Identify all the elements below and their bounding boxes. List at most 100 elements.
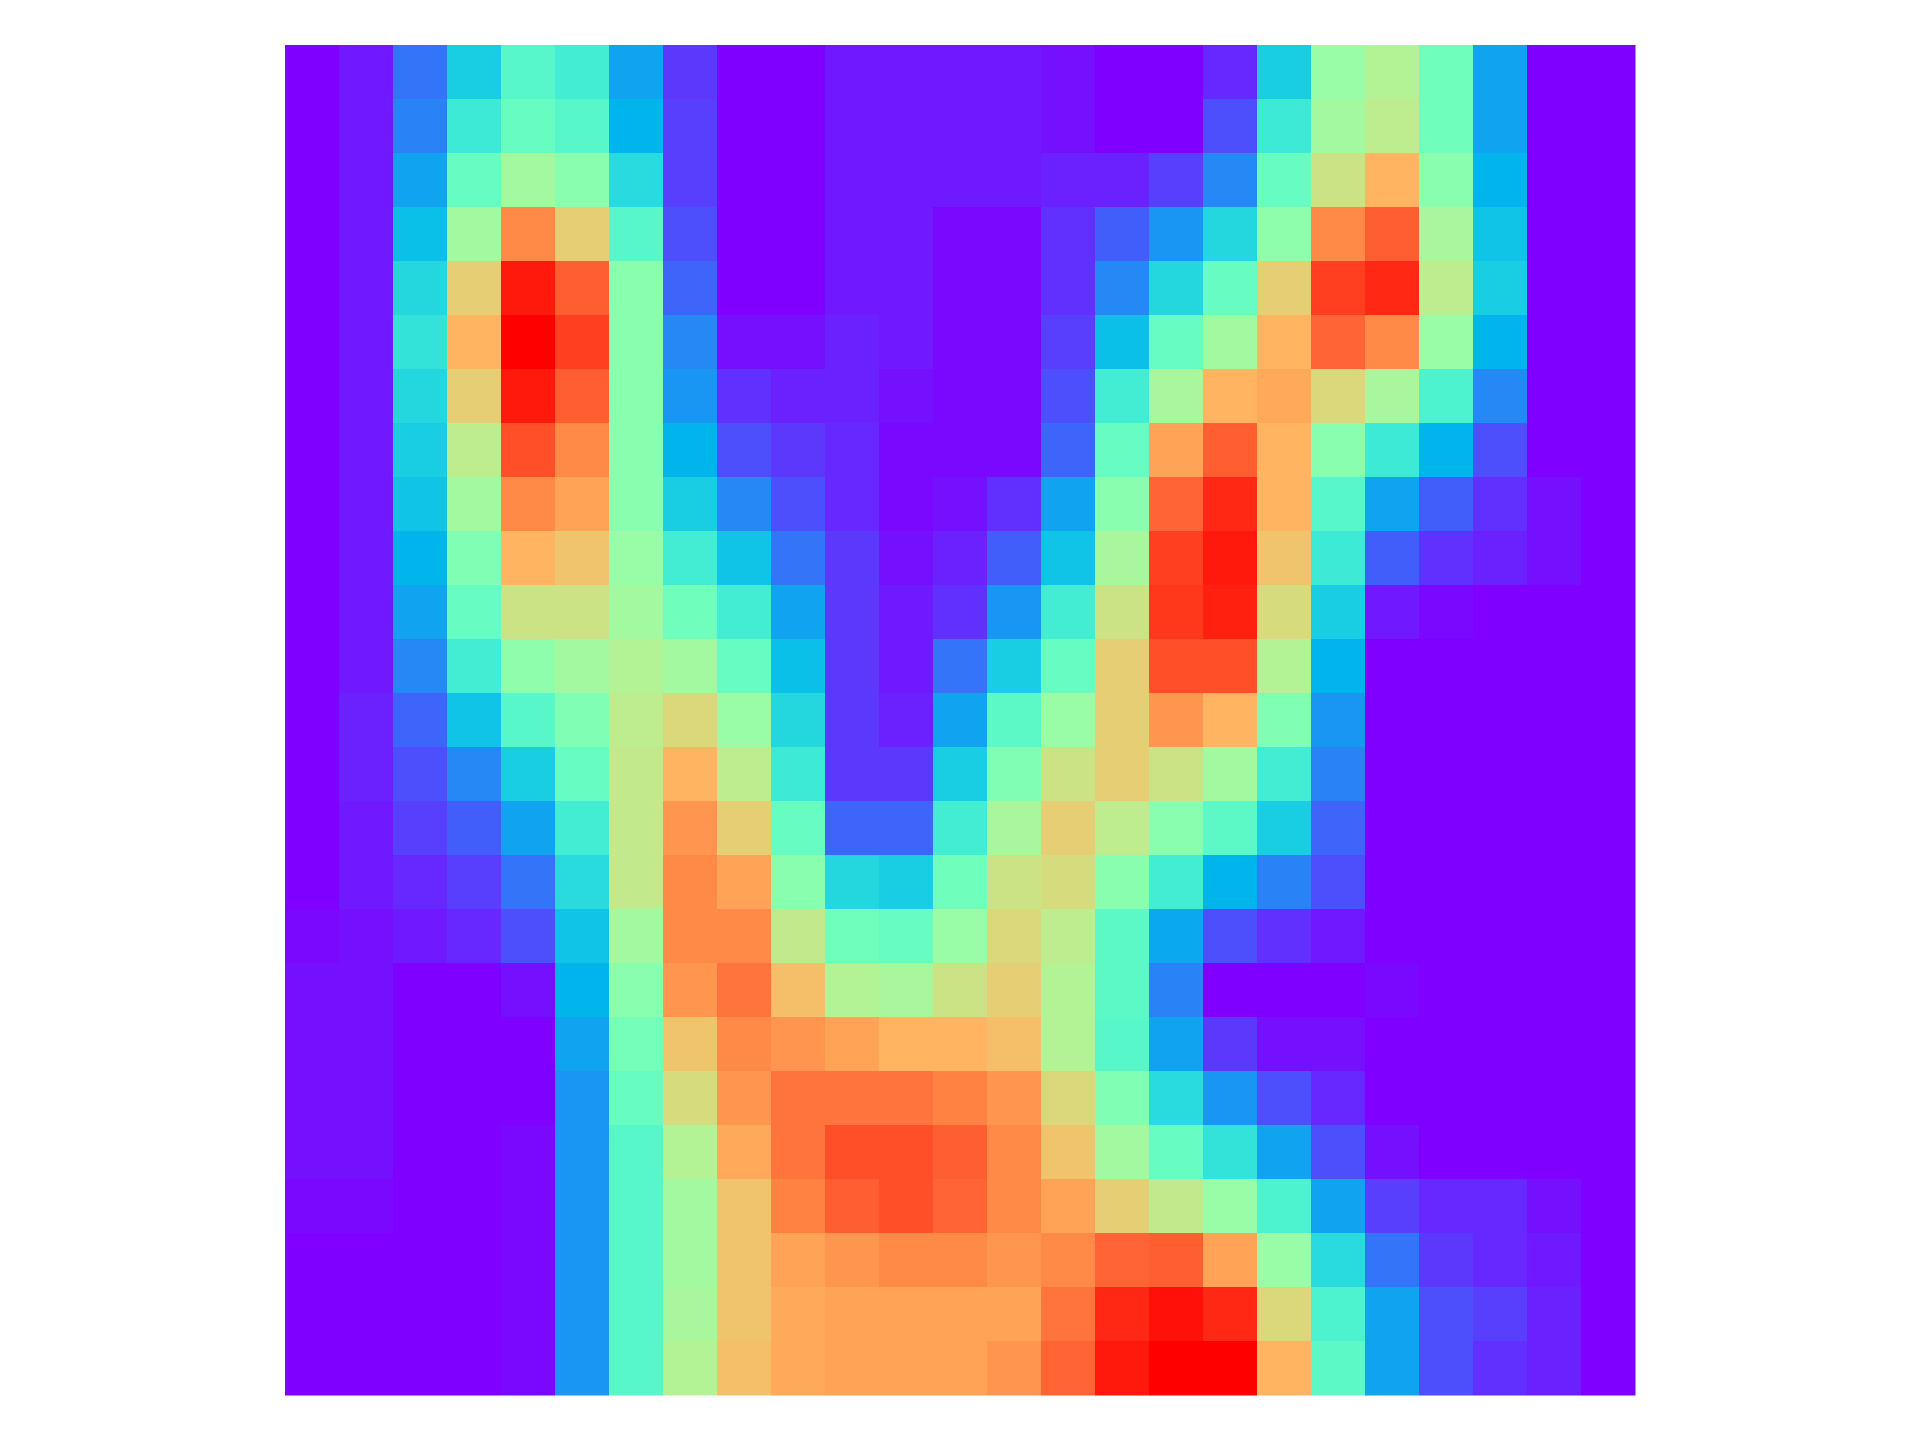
heatmap-cell — [717, 261, 772, 316]
heatmap-cell — [933, 99, 988, 154]
heatmap-cell — [393, 1179, 448, 1234]
heatmap-cell — [447, 1341, 502, 1396]
heatmap-cell — [1365, 585, 1420, 640]
heatmap-cell — [1257, 963, 1312, 1018]
heatmap-cell — [1203, 1287, 1258, 1342]
heatmap-cell — [339, 207, 394, 262]
heatmap-cell — [393, 639, 448, 694]
heatmap-cell — [555, 1179, 610, 1234]
heatmap-cell — [717, 963, 772, 1018]
heatmap-cell — [1149, 693, 1204, 748]
heatmap-cell — [879, 801, 934, 856]
heatmap-cell — [1527, 45, 1582, 100]
heatmap-cell — [501, 1071, 556, 1126]
heatmap-cell — [339, 693, 394, 748]
heatmap-cell — [393, 1125, 448, 1180]
heatmap-cell — [609, 369, 664, 424]
heatmap-cell — [1473, 1341, 1528, 1396]
heatmap-cell — [1473, 639, 1528, 694]
heatmap-cell — [771, 1179, 826, 1234]
heatmap-cell — [1149, 585, 1204, 640]
heatmap-cell — [825, 261, 880, 316]
heatmap-cell — [771, 369, 826, 424]
heatmap-cell — [1473, 1233, 1528, 1288]
heatmap-cell — [1203, 1125, 1258, 1180]
heatmap-cell — [501, 1125, 556, 1180]
heatmap-cell — [555, 585, 610, 640]
heatmap-cell — [1581, 1125, 1636, 1180]
heatmap-cell — [1527, 477, 1582, 532]
heatmap-cell — [717, 99, 772, 154]
heatmap-cell — [717, 477, 772, 532]
heatmap-cell — [1365, 1179, 1420, 1234]
heatmap-cell — [501, 909, 556, 964]
heatmap-cell — [1473, 1287, 1528, 1342]
heatmap-cell — [663, 1341, 718, 1396]
heatmap-cell — [447, 423, 502, 478]
heatmap-cell — [1311, 45, 1366, 100]
heatmap-cell — [1419, 369, 1474, 424]
heatmap-cell — [501, 99, 556, 154]
heatmap-cell — [987, 315, 1042, 370]
heatmap-cell — [1203, 423, 1258, 478]
heatmap-cell — [1257, 909, 1312, 964]
heatmap-cell — [933, 1125, 988, 1180]
heatmap-cell — [1365, 909, 1420, 964]
heatmap-cell — [663, 855, 718, 910]
heatmap-cell — [1041, 99, 1096, 154]
heatmap-cell — [933, 801, 988, 856]
heatmap-cell — [1041, 45, 1096, 100]
heatmap-cell — [1527, 585, 1582, 640]
heatmap-cell — [1095, 1341, 1150, 1396]
heatmap-cell — [1419, 585, 1474, 640]
heatmap-cell — [1365, 207, 1420, 262]
heatmap-cell — [339, 1017, 394, 1072]
heatmap-cell — [339, 963, 394, 1018]
heatmap-cell — [1257, 801, 1312, 856]
heatmap-cell — [393, 531, 448, 586]
heatmap-cell — [1203, 99, 1258, 154]
heatmap-cell — [1527, 531, 1582, 586]
heatmap-cell — [447, 477, 502, 532]
heatmap-cell — [1311, 1233, 1366, 1288]
heatmap-cell — [1203, 45, 1258, 100]
heatmap-cell — [933, 855, 988, 910]
heatmap-cell — [339, 585, 394, 640]
heatmap-cell — [879, 45, 934, 100]
heatmap-cell — [1257, 1233, 1312, 1288]
heatmap-cell — [1041, 531, 1096, 586]
heatmap-cell — [1527, 1017, 1582, 1072]
heatmap-cell — [1257, 315, 1312, 370]
heatmap-cell — [717, 585, 772, 640]
heatmap-cell — [663, 99, 718, 154]
heatmap-cell — [1095, 1071, 1150, 1126]
heatmap-cell — [1527, 153, 1582, 208]
heatmap-cell — [879, 1071, 934, 1126]
heatmap-cell — [1095, 369, 1150, 424]
heatmap-cell — [1581, 801, 1636, 856]
heatmap-cell — [447, 963, 502, 1018]
heatmap-cell — [1581, 369, 1636, 424]
heatmap-cell — [1473, 801, 1528, 856]
heatmap-cell — [1419, 1233, 1474, 1288]
heatmap-cell — [1311, 1341, 1366, 1396]
heatmap-cell — [501, 315, 556, 370]
heatmap-cell — [1527, 1179, 1582, 1234]
heatmap-cell — [1365, 99, 1420, 154]
heatmap-cell — [1041, 963, 1096, 1018]
heatmap-cell — [987, 909, 1042, 964]
heatmap-cell — [1365, 1125, 1420, 1180]
heatmap-cell — [393, 1341, 448, 1396]
heatmap-cell — [1365, 855, 1420, 910]
heatmap-cell — [933, 207, 988, 262]
heatmap-cell — [1473, 153, 1528, 208]
heatmap-cell — [825, 1287, 880, 1342]
heatmap-cell — [1311, 315, 1366, 370]
heatmap-cell — [1365, 963, 1420, 1018]
heatmap-cell — [1257, 585, 1312, 640]
heatmap-cell — [1419, 261, 1474, 316]
heatmap-cell — [555, 261, 610, 316]
heatmap-cell — [1527, 693, 1582, 748]
heatmap-cell — [1257, 1125, 1312, 1180]
heatmap-cell — [1203, 639, 1258, 694]
